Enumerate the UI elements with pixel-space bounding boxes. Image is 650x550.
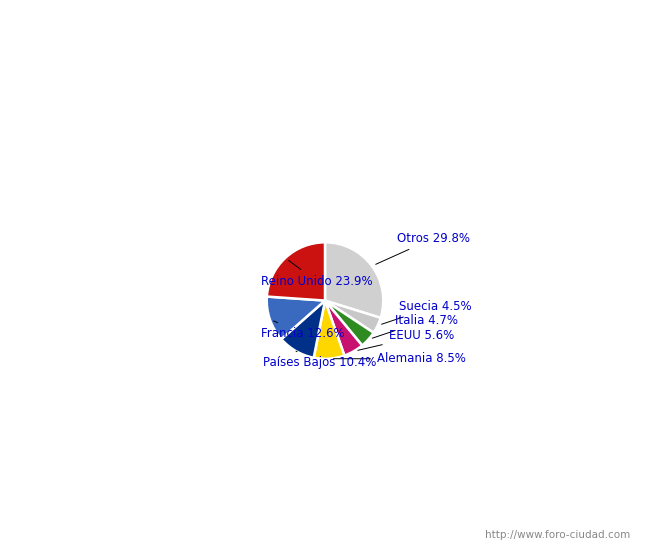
Wedge shape [267, 243, 325, 300]
Wedge shape [325, 300, 381, 333]
Text: Italia 4.7%: Italia 4.7% [372, 314, 458, 338]
Text: Reino Unido 23.9%: Reino Unido 23.9% [261, 261, 372, 288]
Text: http://www.foro-ciudad.com: http://www.foro-ciudad.com [486, 530, 630, 540]
Text: Países Bajos 10.4%: Países Bajos 10.4% [263, 351, 376, 369]
Text: Suecia 4.5%: Suecia 4.5% [382, 300, 471, 324]
Text: Valdés - Turistas extranjeros según país - Abril de 2024: Valdés - Turistas extranjeros según país… [96, 21, 554, 37]
Wedge shape [325, 243, 384, 318]
Wedge shape [266, 296, 325, 339]
Text: Francia 12.6%: Francia 12.6% [261, 321, 345, 340]
Text: EEUU 5.6%: EEUU 5.6% [358, 329, 454, 350]
Text: Alemania 8.5%: Alemania 8.5% [333, 353, 466, 365]
Text: Otros 29.8%: Otros 29.8% [376, 232, 470, 265]
Wedge shape [281, 300, 325, 358]
Wedge shape [325, 300, 374, 345]
Wedge shape [314, 300, 344, 359]
Wedge shape [325, 300, 362, 355]
